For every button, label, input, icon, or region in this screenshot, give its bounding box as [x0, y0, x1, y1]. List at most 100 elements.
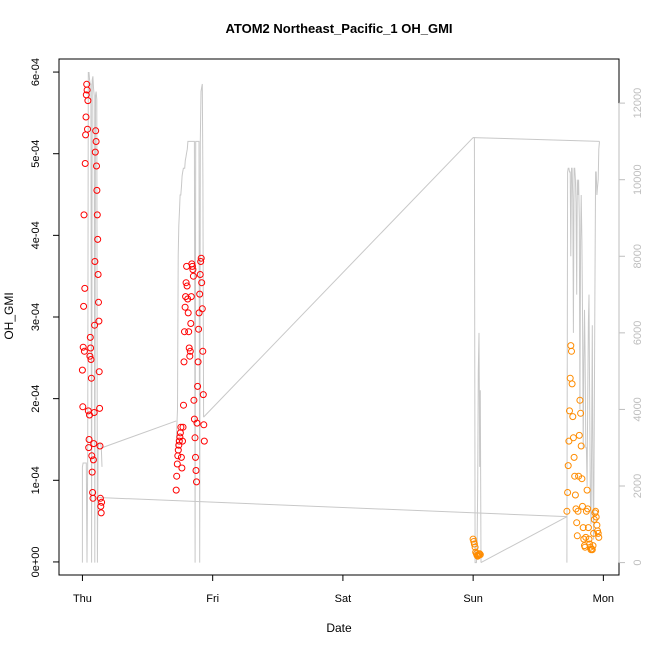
- y-left-tick-label: 6e-04: [30, 58, 42, 86]
- altitude-line-segment: [473, 137, 482, 564]
- data-point: [566, 374, 574, 382]
- data-point: [198, 305, 206, 313]
- data-point: [96, 494, 104, 502]
- data-point: [193, 419, 201, 427]
- data-point: [571, 472, 579, 480]
- data-point: [592, 513, 600, 521]
- data-point: [177, 423, 185, 431]
- data-point: [188, 262, 196, 270]
- data-point: [198, 279, 206, 287]
- data-point: [175, 441, 183, 449]
- data-point: [95, 368, 103, 376]
- y-left-tick-label: 3e-04: [30, 303, 42, 331]
- data-point: [86, 333, 94, 341]
- altitude-line-segment: [175, 83, 205, 563]
- data-point: [175, 437, 183, 445]
- data-point: [88, 468, 96, 476]
- data-point: [192, 467, 200, 474]
- data-point: [91, 148, 99, 156]
- data-point: [187, 320, 195, 327]
- data-point: [194, 358, 202, 366]
- data-point: [173, 460, 181, 468]
- data-point: [181, 303, 189, 311]
- data-point: [189, 266, 197, 274]
- y-left-tick-label: 4e-04: [30, 221, 42, 249]
- data-point: [84, 407, 92, 415]
- y-right-tick-label: 8000: [632, 244, 644, 268]
- data-point: [87, 374, 95, 382]
- data-point: [573, 532, 581, 540]
- altitude-connector: [101, 420, 177, 449]
- y-left-tick-label: 1e-04: [30, 466, 42, 494]
- data-point: [78, 366, 86, 374]
- data-point: [570, 453, 578, 461]
- x-tick-label: Sun: [463, 593, 483, 605]
- data-point: [84, 97, 92, 105]
- data-point: [186, 347, 194, 355]
- data-point: [182, 279, 190, 287]
- data-point: [184, 309, 192, 317]
- data-point: [95, 317, 103, 325]
- data-point: [584, 524, 592, 532]
- data-point: [87, 356, 95, 363]
- data-point: [580, 535, 588, 543]
- data-point: [573, 519, 581, 527]
- y-right-tick-label: 6000: [632, 321, 644, 345]
- data-point: [89, 494, 97, 502]
- data-point: [94, 271, 102, 278]
- data-point: [93, 162, 100, 170]
- data-point: [576, 396, 584, 404]
- data-point: [178, 464, 186, 472]
- data-point: [191, 434, 199, 442]
- y-left-tick-label: 2e-04: [30, 385, 42, 413]
- data-point: [184, 295, 192, 303]
- y-right-tick-label: 10000: [632, 164, 644, 195]
- data-point: [196, 271, 204, 278]
- y-left-tick-label: 5e-04: [30, 140, 42, 168]
- data-point: [80, 211, 88, 219]
- data-point: [89, 456, 97, 464]
- data-point: [97, 502, 105, 510]
- y-right-tick-label: 12000: [632, 88, 644, 119]
- altitude-line-segment: [81, 72, 103, 563]
- altitude-connector: [480, 516, 568, 564]
- y-right-tick-label: 4000: [632, 397, 644, 421]
- data-point: [80, 302, 88, 310]
- data-point: [93, 186, 101, 194]
- data-point: [181, 328, 188, 336]
- data-point: [577, 442, 585, 450]
- data-point: [589, 542, 597, 550]
- data-point: [564, 462, 572, 470]
- data-point: [79, 343, 87, 351]
- data-point: [579, 524, 587, 532]
- data-point: [86, 352, 94, 360]
- data-point: [87, 344, 95, 352]
- data-point: [192, 453, 199, 461]
- x-tick-label: Fri: [206, 593, 219, 605]
- altitude-connector: [473, 137, 600, 142]
- data-point: [88, 452, 96, 460]
- data-point: [575, 431, 583, 439]
- data-point: [83, 80, 91, 88]
- data-point: [90, 409, 98, 416]
- data-point: [172, 486, 180, 494]
- altitude-layer: [81, 72, 600, 564]
- data-point: [199, 347, 207, 355]
- chart-title: ATOM2 Northeast_Pacific_1 OH_GMI: [225, 21, 452, 36]
- data-point: [574, 507, 582, 515]
- data-point: [173, 472, 181, 480]
- data-point: [177, 453, 185, 461]
- plot-frame: [58, 58, 620, 576]
- data-point: [85, 436, 93, 443]
- data-point: [183, 282, 191, 290]
- points-layer: [78, 80, 603, 560]
- data-point: [476, 551, 484, 559]
- data-point: [190, 396, 198, 404]
- data-point: [176, 429, 184, 437]
- data-point: [567, 342, 575, 350]
- data-point: [187, 293, 195, 301]
- data-point: [91, 321, 99, 329]
- data-point: [93, 211, 101, 219]
- data-point: [174, 452, 182, 460]
